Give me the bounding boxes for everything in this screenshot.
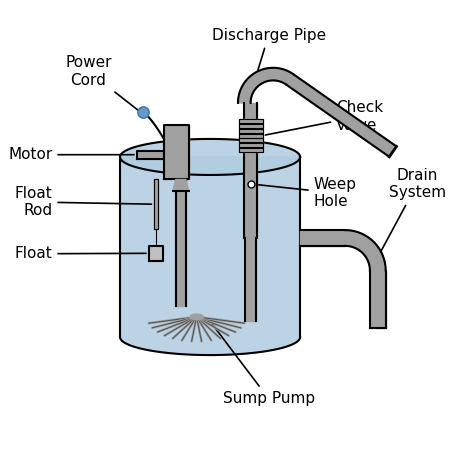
Polygon shape: [190, 314, 203, 319]
Polygon shape: [245, 238, 256, 321]
Polygon shape: [244, 103, 257, 238]
Polygon shape: [173, 179, 189, 191]
Polygon shape: [120, 157, 300, 355]
Polygon shape: [120, 139, 300, 175]
Text: Float: Float: [15, 246, 146, 261]
Polygon shape: [154, 179, 158, 229]
Polygon shape: [238, 124, 263, 128]
Polygon shape: [238, 68, 293, 103]
Text: Sump Pump: Sump Pump: [212, 324, 315, 406]
Polygon shape: [238, 148, 263, 152]
Text: Check
Valve: Check Valve: [265, 100, 383, 135]
Text: Discharge Pipe: Discharge Pipe: [211, 28, 326, 91]
Polygon shape: [238, 143, 263, 147]
Text: Power
Cord: Power Cord: [65, 55, 138, 110]
Polygon shape: [238, 134, 263, 138]
Polygon shape: [286, 74, 397, 157]
Text: Motor: Motor: [8, 147, 134, 162]
Polygon shape: [238, 139, 263, 142]
Polygon shape: [164, 126, 189, 179]
Text: Float
Rod: Float Rod: [15, 186, 152, 218]
Polygon shape: [238, 119, 263, 123]
Polygon shape: [370, 271, 386, 328]
Text: Drain
System: Drain System: [379, 168, 446, 255]
Polygon shape: [149, 246, 163, 260]
Text: Weep
Hole: Weep Hole: [254, 177, 356, 209]
Polygon shape: [300, 230, 345, 246]
Polygon shape: [238, 129, 263, 133]
Polygon shape: [345, 230, 386, 271]
Polygon shape: [176, 179, 186, 306]
Polygon shape: [137, 150, 164, 159]
